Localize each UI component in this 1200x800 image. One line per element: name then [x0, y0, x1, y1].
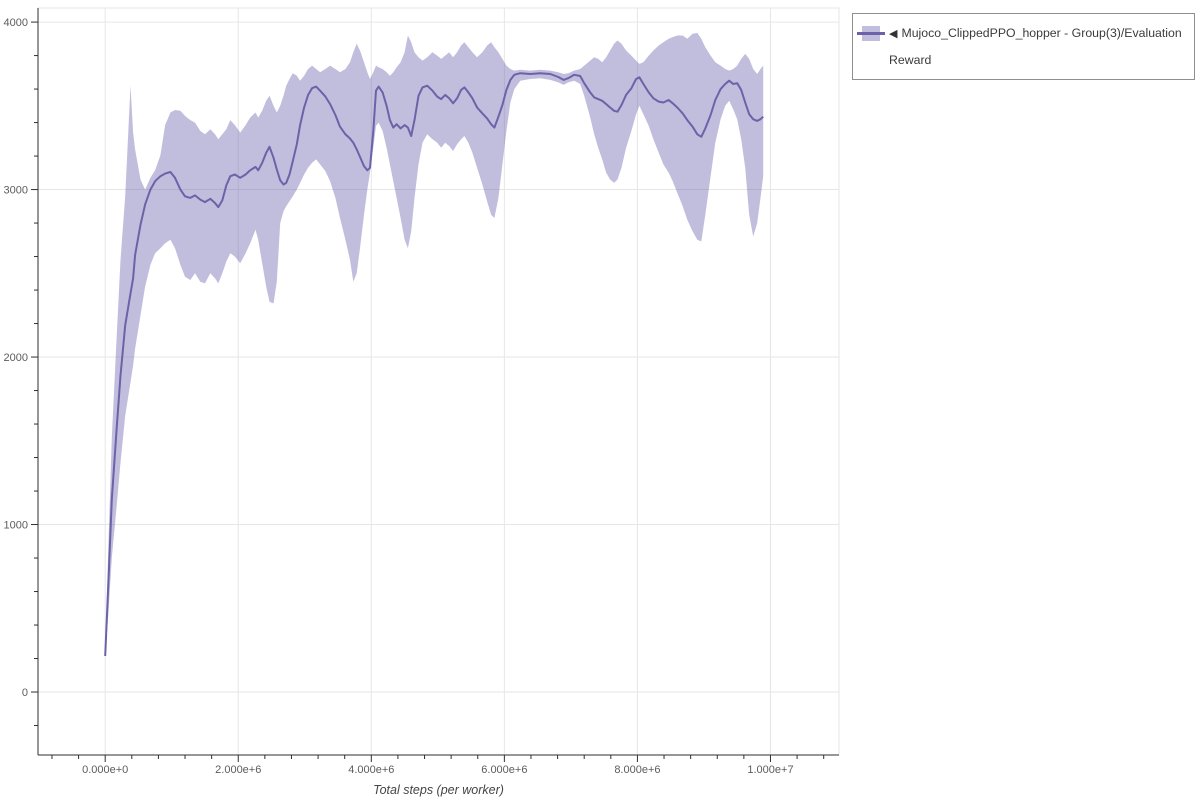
- series-line-swatch: [857, 32, 885, 35]
- x-axis-title: Total steps (per worker): [373, 783, 504, 797]
- series-swatch-icon: [857, 26, 885, 41]
- y-tick-label: 3000: [4, 184, 28, 196]
- legend: ◀ Mujoco_ClippedPPO_hopper - Group(3)/Eva…: [852, 13, 1195, 80]
- x-tick-label: 2.000e+6: [215, 764, 261, 776]
- legend-item[interactable]: ◀ Mujoco_ClippedPPO_hopper - Group(3)/Eva…: [857, 20, 1184, 73]
- x-tick-label: 6.000e+6: [481, 764, 527, 776]
- legend-collapse-icon: ◀: [889, 28, 898, 40]
- y-tick-label: 2000: [4, 352, 28, 364]
- x-tick-label: 0.000e+0: [82, 764, 128, 776]
- x-tick-label: 8.000e+6: [614, 764, 660, 776]
- legend-label: ◀ Mujoco_ClippedPPO_hopper - Group(3)/Eva…: [889, 20, 1184, 73]
- mean-line: [104, 72, 764, 657]
- legend-series-label: Mujoco_ClippedPPO_hopper - Group(3)/Eval…: [889, 26, 1182, 67]
- confidence-band: [105, 33, 764, 658]
- y-tick-label: 0: [22, 687, 28, 699]
- y-tick-label: 4000: [4, 17, 28, 29]
- x-tick-label: 1.000e+7: [747, 764, 793, 776]
- y-tick-label: 1000: [4, 519, 28, 531]
- x-tick-label: 4.000e+6: [348, 764, 394, 776]
